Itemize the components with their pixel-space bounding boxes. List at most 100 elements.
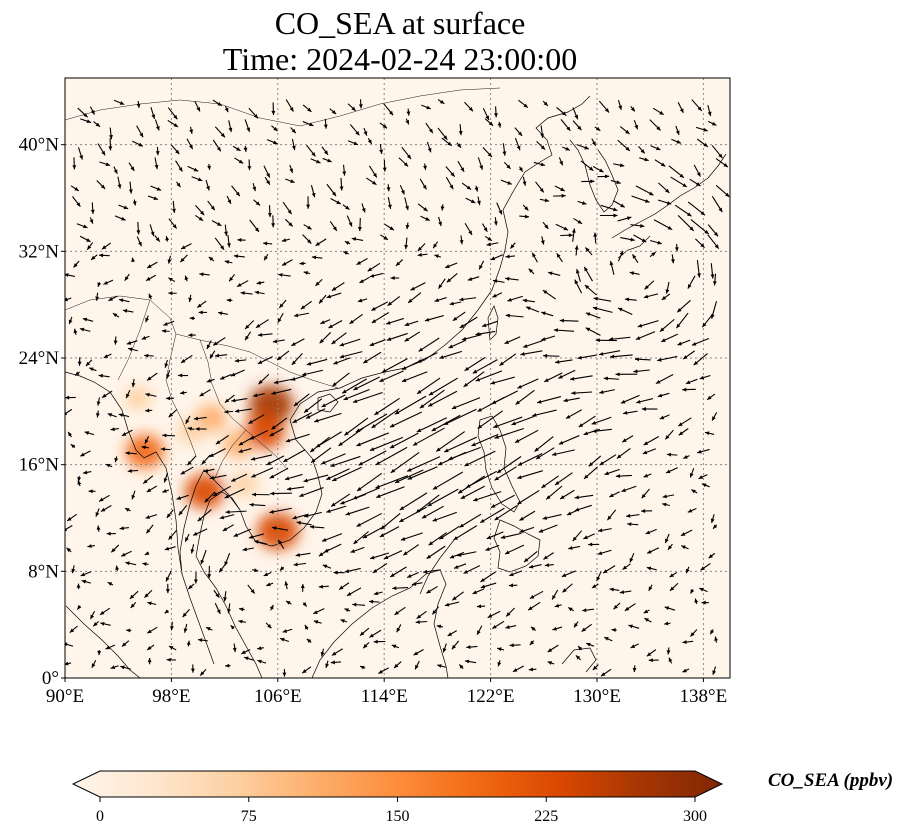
wind-arrowhead (543, 353, 548, 358)
wind-arrowhead (685, 380, 691, 385)
wind-arrowhead (108, 297, 113, 301)
wind-arrowhead (306, 204, 311, 209)
wind-arrowhead (233, 254, 239, 259)
wind-arrowhead (125, 451, 130, 456)
coastline-luzon (477, 415, 521, 513)
wind-arrowhead (376, 494, 381, 498)
wind-arrowhead (595, 338, 600, 343)
wind-arrowhead (76, 583, 81, 588)
coastline-sumatra (65, 605, 141, 678)
wind-arrowhead (68, 319, 73, 325)
wind-arrow (285, 433, 310, 443)
wind-arrowhead (689, 473, 694, 478)
wind-arrowhead (224, 260, 230, 264)
wind-arrowhead (296, 520, 301, 525)
wind-arrowhead (604, 637, 609, 641)
wind-arrowhead (538, 528, 544, 533)
wind-arrowhead (618, 105, 623, 110)
wind-arrowhead (710, 629, 715, 635)
wind-arrowhead (523, 103, 528, 108)
wind-arrowhead (358, 104, 363, 109)
wind-arrowhead (472, 369, 478, 374)
wind-arrowhead (396, 627, 401, 633)
wind-arrowhead (546, 495, 551, 500)
wind-arrow (65, 297, 72, 301)
wind-arrowhead (464, 659, 470, 664)
wind-arrowhead (379, 149, 384, 154)
colorbar-tick-label: 150 (386, 808, 410, 825)
wind-arrowhead (667, 225, 673, 230)
wind-arrowhead (486, 242, 491, 247)
wind-arrowhead (643, 609, 649, 614)
wind-arrowhead (359, 279, 364, 283)
wind-arrowhead (450, 172, 455, 177)
wind-arrowhead (206, 186, 210, 191)
wind-arrowhead (86, 238, 91, 242)
wind-arrowhead (439, 535, 444, 540)
wind-arrowhead (718, 207, 723, 213)
wind-arrowhead (178, 510, 183, 516)
wind-arrow (471, 433, 499, 447)
wind-arrow (374, 397, 400, 416)
wind-arrowhead (207, 165, 211, 170)
wind-arrow (432, 471, 464, 490)
wind-arrowhead (193, 167, 199, 172)
wind-arrowhead (122, 309, 128, 313)
wind-arrowhead (712, 416, 716, 421)
wind-arrowhead (451, 644, 456, 650)
wind-arrowhead (404, 244, 409, 250)
wind-arrowhead (255, 323, 261, 328)
wind-arrowhead (249, 502, 254, 507)
wind-arrowhead (413, 651, 419, 656)
wind-arrowhead (311, 152, 316, 157)
wind-arrowhead (320, 651, 325, 657)
wind-arrowhead (386, 337, 392, 341)
wind-arrowhead (291, 342, 296, 346)
wind-arrowhead (634, 357, 640, 362)
wind-arrowhead (407, 467, 412, 472)
wind-arrow (399, 506, 427, 523)
wind-arrowhead (644, 285, 649, 290)
wind-arrowhead (271, 110, 276, 116)
wind-arrow (310, 447, 332, 464)
wind-arrowhead (604, 471, 609, 476)
wind-arrowhead (182, 612, 187, 618)
wind-arrowhead (188, 584, 193, 590)
co-hotspot (125, 434, 165, 469)
wind-arrowhead (582, 608, 587, 613)
wind-arrowhead (344, 241, 350, 245)
wind-arrowhead (697, 106, 702, 111)
wind-arrowhead (547, 648, 553, 652)
wind-arrowhead (196, 106, 200, 112)
wind-arrowhead (280, 637, 285, 642)
wind-arrowhead (664, 606, 670, 611)
wind-arrowhead (89, 219, 94, 224)
wind-arrowhead (127, 468, 132, 473)
wind-arrowhead (348, 222, 353, 227)
wind-arrowhead (273, 140, 278, 145)
wind-arrowhead (187, 460, 192, 466)
wind-arrow (459, 513, 482, 528)
coastline-gulf-thailand (179, 469, 241, 575)
wind-arrowhead (141, 335, 147, 340)
wind-arrowhead (351, 237, 357, 242)
wind-arrowhead (591, 420, 597, 425)
wind-arrowhead (193, 416, 199, 421)
wind-arrowhead (353, 141, 358, 146)
wind-arrowhead (339, 342, 345, 347)
wind-arrow (352, 391, 383, 403)
wind-arrowhead (300, 305, 306, 310)
wind-arrowhead (407, 574, 412, 578)
wind-arrowhead (320, 320, 325, 324)
lon-tick-label: 114°E (361, 686, 408, 707)
wind-arrowhead (371, 319, 377, 323)
wind-arrowhead (167, 259, 172, 264)
wind-arrowhead (253, 114, 258, 119)
wind-arrowhead (236, 146, 241, 151)
wind-arrowhead (136, 230, 141, 235)
wind-arrowhead (165, 589, 170, 594)
wind-arrowhead (242, 547, 247, 552)
wind-arrowhead (627, 522, 632, 527)
wind-arrowhead (230, 625, 235, 630)
wind-arrowhead (243, 147, 248, 152)
